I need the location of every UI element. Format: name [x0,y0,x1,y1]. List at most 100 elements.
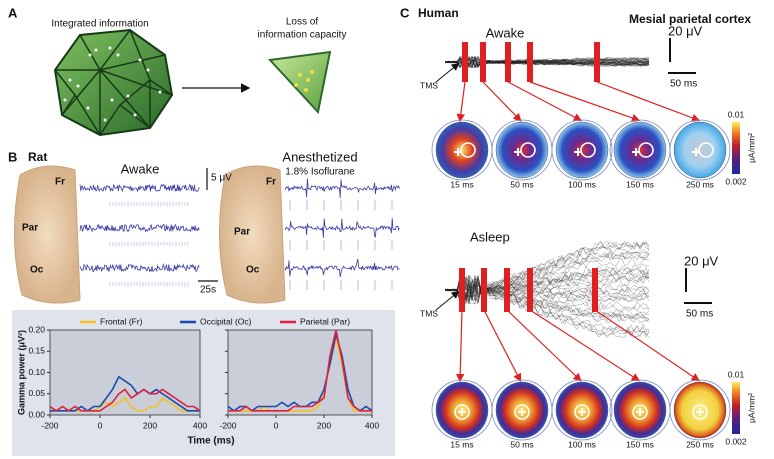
eeg-trace [444,277,650,301]
caption: information capacity [258,30,347,41]
colorbar-max: 0.01 [728,109,745,119]
gamma-charts: 0.00 0.05 0.10 0.15 0.20 -200 0 200 400 Gamma pow… [16,316,379,446]
condition-subtitle: 1.8% Isoflurane [285,167,355,178]
tms-cross [574,148,582,156]
region-label: Oc [246,265,260,276]
plot-frame [227,329,373,416]
x-tick-label: 400 [193,420,207,430]
region-title: Mesial parietal cortex [629,12,751,26]
y-tick-label: 0.15 [28,346,45,356]
scale-label: 50 ms [686,309,713,320]
spike-raster [109,242,189,247]
colorbar-unit: μA/mm² [746,133,756,163]
series-line [50,375,200,412]
scale-label: 20 μV [668,23,703,38]
condition-title: Awake [486,25,525,40]
tms-site [574,404,590,420]
time-label: 15 ms [450,439,473,449]
time-marker [480,42,486,82]
region-label: Fr [55,177,65,188]
tms-cross [692,148,700,156]
tms-site [580,142,596,158]
time-arrow [506,309,582,382]
human-panels: TMS 15 ms 50 ms 100 ms 150 ms 250 ms 20 μV 50 m… [420,23,756,449]
time-arrow [456,81,466,123]
colorbar [732,382,740,434]
species: Human [418,6,459,20]
rat-brain [14,165,81,304]
eeg-trace [444,60,650,69]
time-marker [594,42,600,82]
time-label: 150 ms [626,179,654,189]
time-marker [459,268,465,312]
x-tick-label: 400 [365,420,379,430]
triangle [267,50,332,115]
species: Rat [28,150,47,164]
legend-label: Parietal (Par) [300,316,350,326]
eeg-trace [444,268,650,302]
time-label: 250 ms [686,439,714,449]
tms-site [460,142,476,158]
tms-site [698,142,714,158]
time-label: 100 ms [568,439,596,449]
tms-cross [636,408,644,416]
time-marker [592,268,598,312]
y-tick-label: 0.10 [28,367,45,377]
legend-label: Frontal (Fr) [100,316,143,326]
eeg-trace [444,280,650,321]
tms-site [632,404,648,420]
tms-cross [696,408,704,416]
time-label: 150 ms [626,439,654,449]
legend-label: Occipital (Oc) [200,316,252,326]
region-label: Oc [30,265,44,276]
x-tick-label: 200 [143,420,157,430]
y-axis-label: Gamma power (μV²) [16,330,26,415]
eeg-trace [284,178,400,198]
caption: Integrated information [51,19,148,30]
eeg-trace [79,223,200,233]
time-arrow [507,81,583,122]
x-tick-label: 0 [98,420,103,430]
tms-cross [454,148,462,156]
eeg-trace [444,275,650,301]
spike-raster [289,280,393,290]
eeg-trace [79,183,200,193]
time-arrow [483,309,522,383]
time-arrow [529,309,641,382]
stimulus-arrow [435,62,460,83]
panel-label: B [8,149,17,164]
x-tick-label: -200 [219,420,236,430]
time-marker [527,42,533,82]
brain-map [555,121,609,179]
eeg-trace [444,56,650,68]
head-outline [669,379,731,441]
head-outline [551,119,613,181]
condition-title: Asleep [470,229,510,244]
time-arrow [594,309,700,382]
colorbar-min: 0.002 [725,436,747,446]
spike-raster [289,240,393,250]
scale-label: 5 μV [211,173,232,184]
eeg-trace [79,263,200,273]
x-tick-label: -200 [41,420,58,430]
time-marker [505,42,511,82]
eeg-trace [445,241,650,302]
tms-cross [514,148,522,156]
eeg-trace [444,274,650,305]
panel-label: A [8,5,18,20]
time-label: 50 ms [510,439,533,449]
brain-map [495,121,549,179]
rat-traces [79,178,400,290]
time-label: 50 ms [510,179,533,189]
spike-raster [289,200,393,210]
tms-site [638,142,654,158]
time-marker [504,268,510,312]
time-arrow [596,81,701,122]
scale-label: 25s [200,285,216,296]
colorbar-unit: μA/mm² [746,393,756,423]
time-arrow [482,81,522,122]
colorbar-max: 0.01 [728,369,745,379]
eeg-trace [444,252,650,304]
tms-site [454,404,470,420]
